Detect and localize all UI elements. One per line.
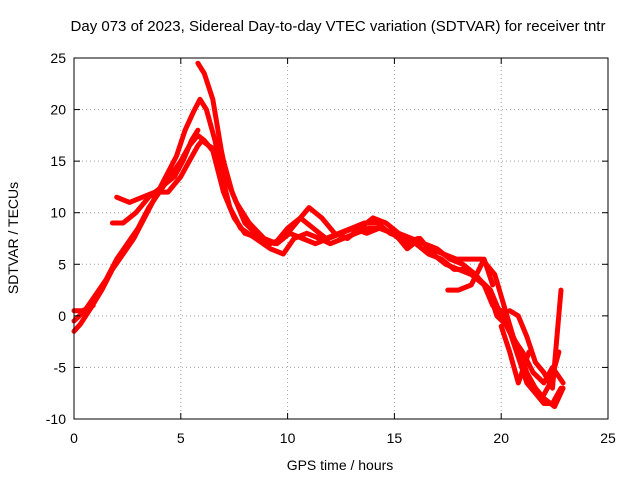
plot-frame [73, 57, 609, 420]
x-tick-label: 10 [280, 430, 296, 446]
x-tick-label: 0 [70, 430, 78, 446]
y-tick-label: 10 [50, 205, 66, 221]
series-line-trace-6 [445, 256, 496, 293]
series-line-trace-5 [109, 127, 201, 226]
y-tick-label: -10 [46, 411, 66, 427]
x-tick-label: 5 [177, 430, 185, 446]
x-tick-label: 25 [600, 430, 616, 446]
y-tick-label: 25 [50, 50, 66, 66]
chart-title: Day 073 of 2023, Sidereal Day-to-day VTE… [71, 18, 606, 35]
grid-layer [74, 58, 608, 419]
series-layer [71, 60, 566, 410]
y-axis-label: SDTVAR / TECUs [5, 182, 21, 294]
y-tick-label: 15 [50, 153, 66, 169]
y-tick-label: 5 [58, 256, 66, 272]
series-line-trace-7 [507, 287, 564, 391]
y-tick-label: -5 [54, 359, 67, 375]
x-axis-label: GPS time / hours [287, 457, 394, 473]
x-tick-label: 15 [387, 430, 403, 446]
x-tick-label: 20 [493, 430, 509, 446]
tick-layer: 0 5 10 15 20 25 -10 -5 0 5 10 15 20 25 [46, 50, 616, 446]
series-line-trace-8 [71, 303, 96, 314]
y-tick-label: 20 [50, 102, 66, 118]
y-tick-label: 0 [58, 308, 66, 324]
series-line-trace-9 [498, 323, 532, 386]
series-line-trace-4 [195, 60, 562, 401]
